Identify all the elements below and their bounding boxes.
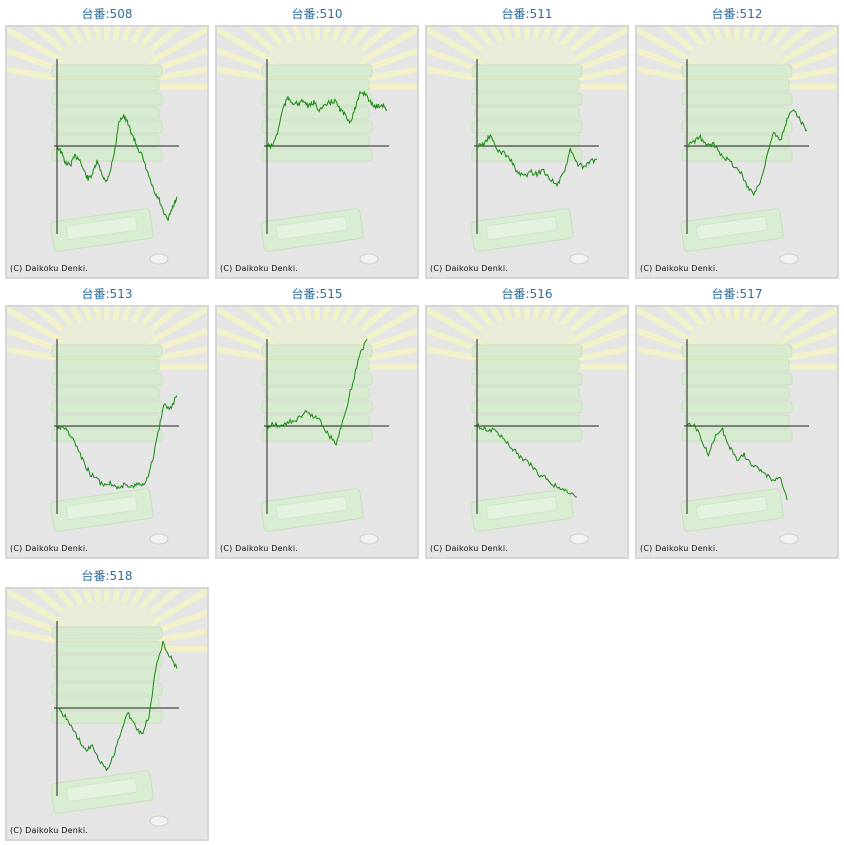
background-artwork (637, 27, 837, 265)
chart-panel: (C) Daikoku Denki. (425, 25, 629, 279)
background-artwork (217, 307, 417, 545)
background-artwork (7, 589, 207, 827)
machine-number-title[interactable]: 台番:510 (291, 7, 343, 21)
background-artwork (7, 307, 207, 545)
chart-panel: (C) Daikoku Denki. (5, 305, 209, 559)
chart-panel: (C) Daikoku Denki. (635, 305, 839, 559)
chart-panel: (C) Daikoku Denki. (635, 25, 839, 279)
chart-panel: (C) Daikoku Denki. (425, 305, 629, 559)
machine-number-title[interactable]: 台番:512 (711, 7, 763, 21)
background-artwork (637, 307, 837, 545)
chart-svg (7, 589, 207, 827)
chart-svg (637, 27, 837, 265)
background-artwork (217, 27, 417, 265)
machine-number-title[interactable]: 台番:516 (501, 287, 553, 301)
copyright-text: (C) Daikoku Denki. (640, 264, 719, 273)
series-line (686, 109, 808, 197)
chart-svg (427, 307, 627, 545)
chart-svg (217, 307, 417, 545)
chart-svg (637, 307, 837, 545)
copyright-text: (C) Daikoku Denki. (430, 544, 509, 553)
chart-svg (427, 27, 627, 265)
chart-panel: (C) Daikoku Denki. (5, 25, 209, 279)
background-artwork (7, 27, 207, 265)
copyright-text: (C) Daikoku Denki. (10, 544, 89, 553)
chart-panel: (C) Daikoku Denki. (215, 25, 419, 279)
copyright-text: (C) Daikoku Denki. (220, 264, 299, 273)
chart-panel: (C) Daikoku Denki. (215, 305, 419, 559)
series-line (686, 422, 788, 500)
copyright-text: (C) Daikoku Denki. (640, 544, 719, 553)
series-line (56, 640, 178, 772)
copyright-text: (C) Daikoku Denki. (430, 264, 509, 273)
chart-svg (7, 27, 207, 265)
series-line (476, 134, 598, 188)
machine-number-title[interactable]: 台番:515 (291, 287, 343, 301)
chart-svg (7, 307, 207, 545)
series-line (476, 422, 578, 498)
series-line (56, 114, 178, 222)
machine-number-title[interactable]: 台番:517 (711, 287, 763, 301)
copyright-text: (C) Daikoku Denki. (10, 264, 89, 273)
machine-number-title[interactable]: 台番:508 (81, 7, 133, 21)
machine-number-title[interactable]: 台番:511 (501, 7, 553, 21)
background-artwork (427, 27, 627, 265)
background-artwork (427, 307, 627, 545)
series-line (266, 90, 388, 150)
machine-number-title[interactable]: 台番:513 (81, 287, 133, 301)
series-line (266, 338, 368, 446)
machine-number-title[interactable]: 台番:518 (81, 569, 133, 583)
chart-svg (217, 27, 417, 265)
chart-panel: (C) Daikoku Denki. (5, 587, 209, 841)
copyright-text: (C) Daikoku Denki. (10, 826, 89, 835)
series-line (56, 395, 178, 490)
copyright-text: (C) Daikoku Denki. (220, 544, 299, 553)
